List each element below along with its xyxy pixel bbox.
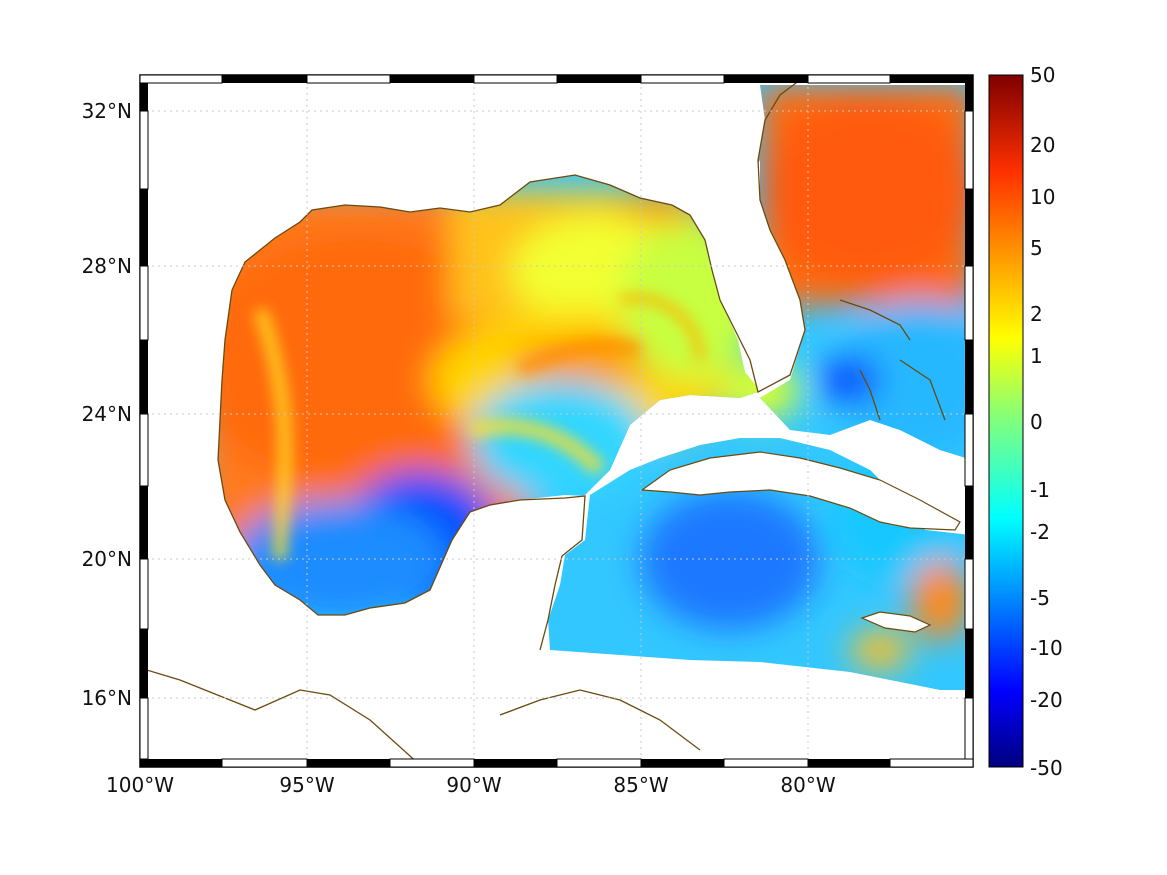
- x-tick-label: 85°W: [613, 773, 668, 797]
- colorbar-tick-label: -1: [1030, 478, 1050, 502]
- colorbar-tick-label: -5: [1030, 586, 1050, 610]
- graticule: [140, 75, 973, 767]
- y-tick-label: 32°N: [82, 99, 132, 123]
- map-frame: [139, 74, 974, 768]
- colorbar-tick-label: -2: [1030, 520, 1050, 544]
- x-tick-label: 100°W: [106, 773, 174, 797]
- colorbar-tick-label: 10: [1030, 185, 1055, 209]
- colorbar-gradient: [988, 74, 1024, 768]
- colorbar-tick-label: 5: [1030, 236, 1043, 260]
- colorbar-tick-label: 50: [1030, 63, 1055, 87]
- land-layer: [450, 160, 961, 655]
- colorbar-tick-label: -10: [1030, 636, 1063, 660]
- x-axis-labels: 100°W 95°W 90°W 85°W 80°W: [106, 773, 836, 797]
- colorbar-tick-label: 0: [1030, 410, 1043, 434]
- colorbar-tick-label: -20: [1030, 688, 1063, 712]
- data-field: [218, 85, 972, 690]
- y-tick-label: 16°N: [82, 686, 132, 710]
- y-tick-label: 24°N: [82, 402, 132, 426]
- colorbar-tick-label: 2: [1030, 302, 1043, 326]
- y-tick-label: 28°N: [82, 254, 132, 278]
- y-axis-labels: 32°N 28°N 24°N 20°N 16°N: [82, 99, 132, 710]
- x-tick-label: 90°W: [446, 773, 501, 797]
- x-tick-label: 80°W: [780, 773, 835, 797]
- x-tick-label: 95°W: [279, 773, 334, 797]
- colorbar-tick-label: 20: [1030, 133, 1055, 157]
- colorbar-tick-label: 1: [1030, 344, 1043, 368]
- coastline-layer: [140, 79, 946, 766]
- y-tick-label: 20°N: [82, 547, 132, 571]
- colorbar-tick-label: -50: [1030, 756, 1063, 780]
